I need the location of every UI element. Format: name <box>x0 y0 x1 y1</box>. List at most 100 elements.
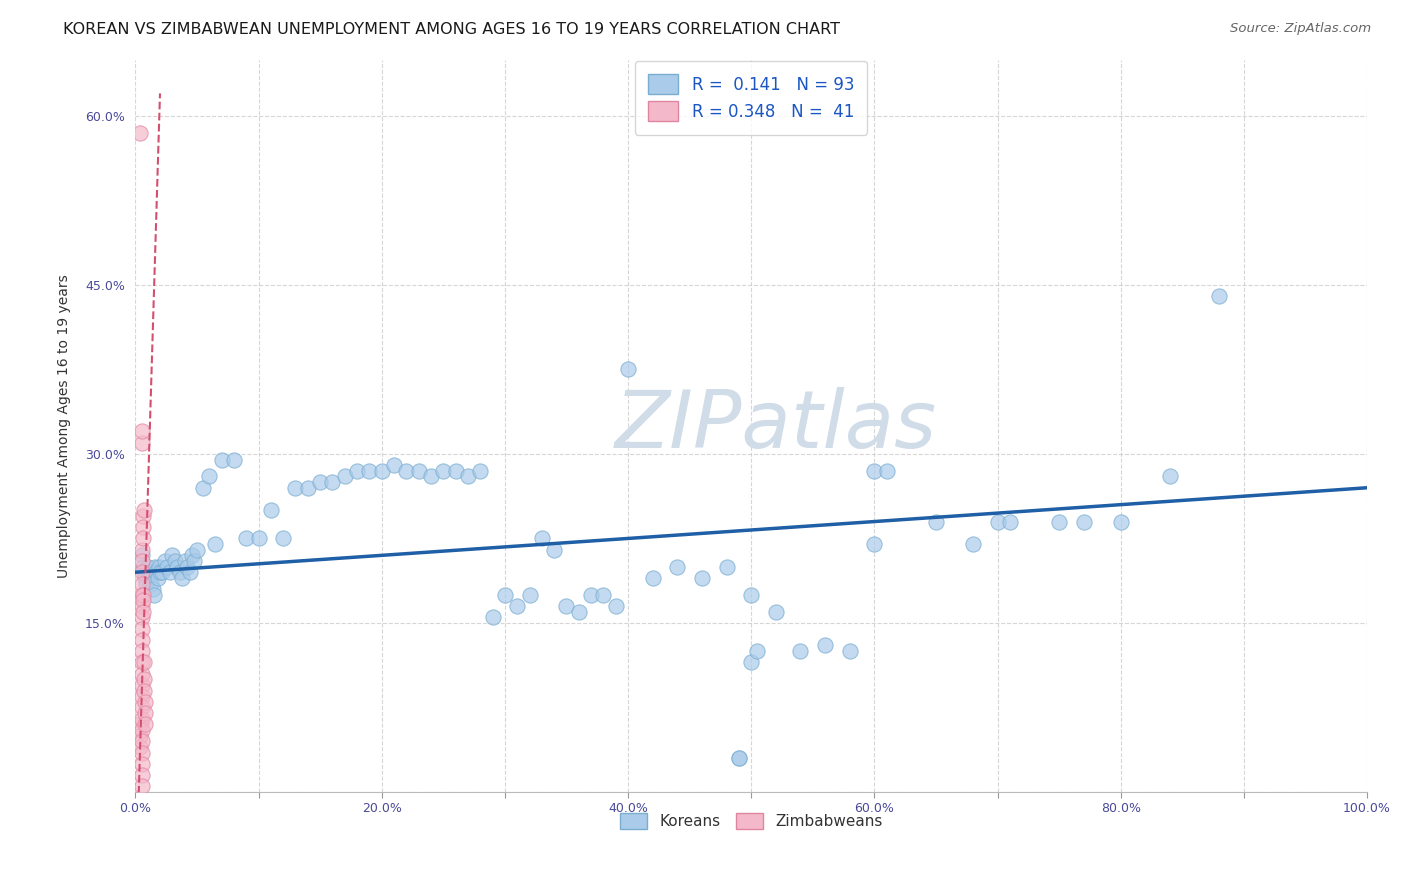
Point <box>222 452 245 467</box>
Point <box>172 571 194 585</box>
Point <box>457 469 479 483</box>
Point <box>863 537 886 551</box>
Point <box>740 588 762 602</box>
Point <box>132 520 155 534</box>
Point <box>176 559 198 574</box>
Point <box>408 464 430 478</box>
Point <box>162 549 184 563</box>
Point <box>129 717 152 731</box>
Point <box>183 554 205 568</box>
Point <box>131 622 153 636</box>
Point <box>925 515 948 529</box>
Point <box>444 464 467 478</box>
Point <box>156 559 179 574</box>
Point <box>605 599 627 613</box>
Point <box>382 458 405 473</box>
Point <box>789 644 811 658</box>
Point <box>204 537 226 551</box>
Point <box>131 610 153 624</box>
Point <box>666 559 689 574</box>
Point <box>271 532 294 546</box>
Point <box>141 576 163 591</box>
Point <box>641 571 664 585</box>
Point <box>169 566 191 580</box>
Point <box>186 542 208 557</box>
Point <box>617 362 640 376</box>
Point <box>131 566 153 580</box>
Point <box>309 475 332 489</box>
Point <box>135 576 157 591</box>
Point <box>149 566 172 580</box>
Text: ZIPatlas: ZIPatlas <box>614 387 936 465</box>
Point <box>131 734 153 748</box>
Point <box>131 644 153 658</box>
Point <box>131 700 153 714</box>
Point <box>148 559 170 574</box>
Point <box>876 464 898 478</box>
Point <box>740 656 762 670</box>
Point <box>132 593 155 607</box>
Point <box>134 571 156 585</box>
Point <box>1073 515 1095 529</box>
Point <box>297 481 319 495</box>
Point <box>132 503 155 517</box>
Point <box>131 576 153 591</box>
Point <box>1109 515 1132 529</box>
Point <box>131 746 153 760</box>
Point <box>139 571 162 585</box>
Point <box>134 695 156 709</box>
Point <box>555 599 578 613</box>
Point <box>131 599 153 613</box>
Point <box>129 739 152 754</box>
Point <box>235 532 257 546</box>
Point <box>166 559 188 574</box>
Point <box>863 464 886 478</box>
Point <box>432 464 454 478</box>
Point <box>728 751 751 765</box>
Point <box>998 515 1021 529</box>
Legend: Koreans, Zimbabweans: Koreans, Zimbabweans <box>613 806 889 836</box>
Point <box>481 610 503 624</box>
Point <box>131 678 153 692</box>
Point <box>138 566 160 580</box>
Point <box>132 508 155 523</box>
Point <box>132 566 155 580</box>
Point <box>716 559 738 574</box>
Point <box>131 588 153 602</box>
Point <box>131 554 153 568</box>
Point <box>142 582 165 596</box>
Point <box>131 542 153 557</box>
Point <box>579 588 602 602</box>
Text: KOREAN VS ZIMBABWEAN UNEMPLOYMENT AMONG AGES 16 TO 19 YEARS CORRELATION CHART: KOREAN VS ZIMBABWEAN UNEMPLOYMENT AMONG … <box>63 22 841 37</box>
Point <box>132 532 155 546</box>
Point <box>359 464 381 478</box>
Point <box>181 549 204 563</box>
Point <box>568 605 591 619</box>
Point <box>962 537 984 551</box>
Point <box>260 503 283 517</box>
Point <box>543 542 565 557</box>
Point <box>179 566 201 580</box>
Point <box>131 768 153 782</box>
Point <box>420 469 443 483</box>
Point <box>163 554 186 568</box>
Point <box>814 639 837 653</box>
Point <box>131 712 153 726</box>
Y-axis label: Unemployment Among Ages 16 to 19 years: Unemployment Among Ages 16 to 19 years <box>58 274 72 578</box>
Text: Source: ZipAtlas.com: Source: ZipAtlas.com <box>1230 22 1371 36</box>
Point <box>333 469 356 483</box>
Point <box>247 532 270 546</box>
Point <box>129 126 152 140</box>
Point <box>152 566 174 580</box>
Point <box>765 605 787 619</box>
Point <box>131 780 153 794</box>
Point <box>838 644 860 658</box>
Point <box>153 554 176 568</box>
Point <box>321 475 343 489</box>
Point <box>211 452 233 467</box>
Point <box>986 515 1008 529</box>
Point <box>1159 469 1181 483</box>
Point <box>136 559 159 574</box>
Point <box>145 566 167 580</box>
Point <box>1208 289 1230 303</box>
